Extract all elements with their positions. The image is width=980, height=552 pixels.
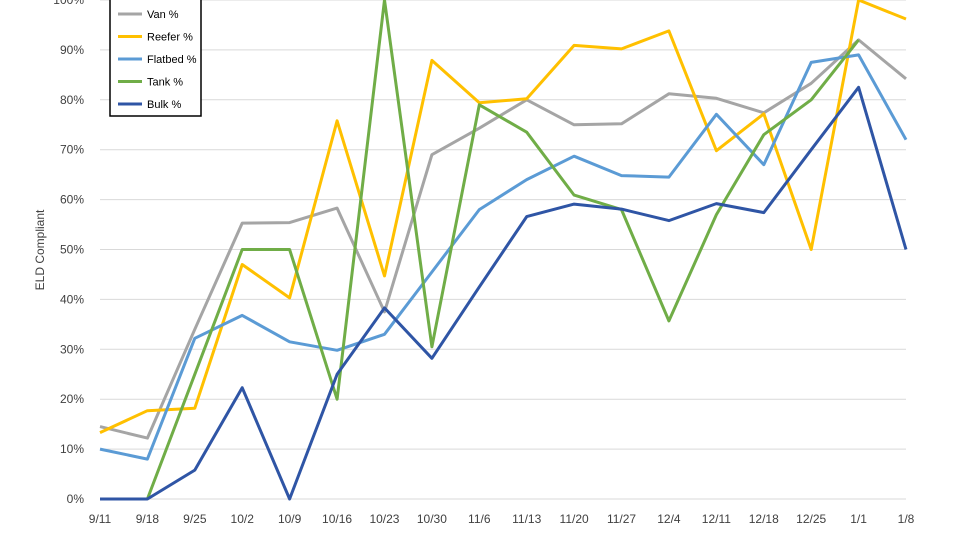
x-tick-label: 10/16 [322, 512, 352, 526]
y-tick-label: 90% [60, 43, 84, 57]
y-tick-label: 100% [53, 0, 84, 7]
series-line-bulk [100, 85, 908, 501]
series-line-van [99, 38, 907, 440]
y-tick-label: 80% [60, 93, 84, 107]
series-lines [99, 0, 908, 501]
x-tick-label: 1/8 [898, 512, 915, 526]
x-tick-label: 12/11 [702, 512, 731, 526]
x-tick-label: 9/11 [89, 512, 112, 526]
y-tick-label: 60% [60, 193, 84, 207]
series-line-flatbed [99, 53, 908, 461]
series-line-tank [145, 0, 860, 500]
y-tick-label: 40% [60, 292, 84, 306]
y-tick-label: 30% [60, 342, 84, 356]
x-tick-label: 1/1 [850, 512, 867, 526]
x-tick-label: 11/27 [607, 512, 636, 526]
x-tick-label: 10/9 [278, 512, 302, 526]
x-tick-label: 10/30 [417, 512, 447, 526]
legend-label: Van % [147, 9, 179, 21]
legend: Van % Reefer % Flatbed % Tank % Bulk % [109, 0, 202, 117]
legend-label: Tank % [147, 77, 183, 89]
x-tick-label: 11/6 [468, 512, 491, 526]
y-tick-label: 20% [60, 392, 84, 406]
y-tick-label: 0% [67, 492, 85, 506]
y-tick-label: 50% [60, 243, 84, 257]
series-line-reefer [99, 0, 907, 434]
y-axis-tick-labels: 0% 10% 20% 30% 40% 50% 60% 70% 80% 90% 100% [53, 0, 84, 506]
x-tick-label: 10/23 [369, 512, 399, 526]
x-tick-label: 9/25 [183, 512, 207, 526]
x-tick-label: 12/18 [749, 512, 779, 526]
x-axis-tick-labels: 9/11 9/18 9/25 10/2 10/9 10/16 10/23 10/30 11/6 1… [89, 512, 915, 526]
legend-label: Reefer % [147, 32, 193, 44]
y-tick-label: 10% [60, 442, 84, 456]
x-tick-label: 11/20 [560, 512, 589, 526]
y-axis-title: ELD Compliant [33, 209, 47, 290]
x-tick-label: 12/4 [657, 512, 681, 526]
legend-label: Flatbed % [147, 54, 197, 66]
x-tick-label: 9/18 [136, 512, 160, 526]
y-tick-label: 70% [60, 143, 84, 157]
x-tick-label: 10/2 [231, 512, 255, 526]
x-tick-label: 12/25 [796, 512, 826, 526]
legend-label: Bulk % [147, 99, 181, 111]
x-tick-label: 11/13 [512, 512, 541, 526]
